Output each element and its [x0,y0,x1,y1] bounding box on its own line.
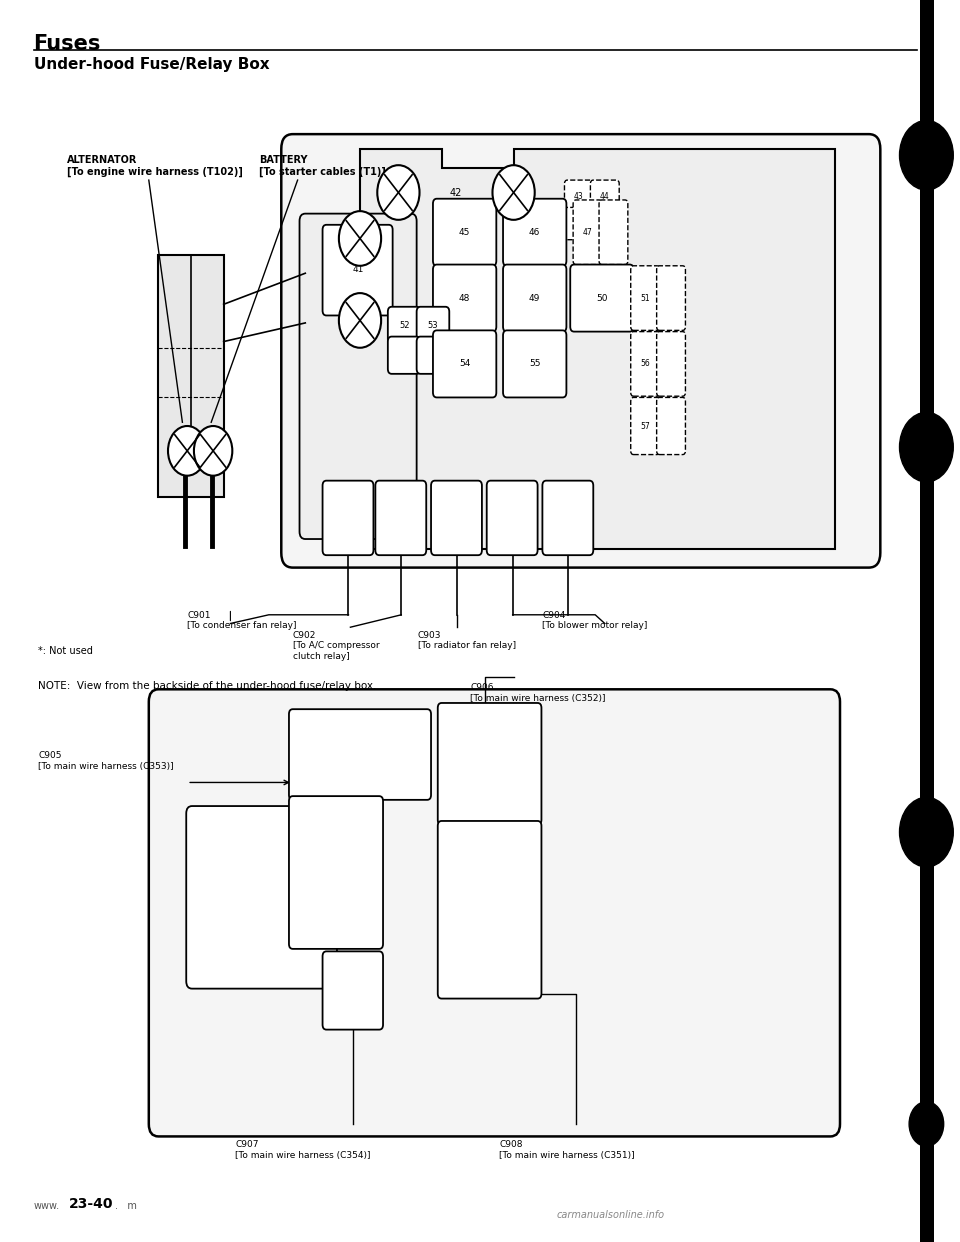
FancyBboxPatch shape [599,200,628,265]
FancyBboxPatch shape [281,134,880,568]
Text: 57: 57 [640,421,650,431]
Circle shape [900,120,953,190]
FancyBboxPatch shape [433,199,496,266]
FancyBboxPatch shape [431,481,482,555]
Circle shape [194,426,232,476]
FancyBboxPatch shape [186,806,337,989]
FancyBboxPatch shape [564,180,593,212]
Text: 55: 55 [529,359,540,369]
FancyBboxPatch shape [657,266,685,330]
FancyBboxPatch shape [570,265,634,332]
Circle shape [492,165,535,220]
Text: C905
[To main wire harness (C353)]: C905 [To main wire harness (C353)] [38,751,174,771]
FancyBboxPatch shape [417,337,449,374]
Text: 23-40: 23-40 [69,1197,113,1211]
FancyBboxPatch shape [375,481,426,555]
Text: NOTE:  View from the backside of the under-hood fuse/relay box.: NOTE: View from the backside of the unde… [38,681,376,691]
Text: 45: 45 [459,227,470,237]
FancyBboxPatch shape [323,225,393,315]
Text: C904
[To blower motor relay]: C904 [To blower motor relay] [542,611,648,631]
Polygon shape [360,149,835,549]
Text: C903
[To radiator fan relay]: C903 [To radiator fan relay] [418,631,516,651]
FancyBboxPatch shape [323,951,383,1030]
FancyBboxPatch shape [323,481,373,555]
Text: www.: www. [34,1201,60,1211]
Bar [158,255,224,497]
FancyBboxPatch shape [438,703,541,825]
Text: 51: 51 [640,293,650,303]
Text: ALTERNATOR
[To engine wire harness (T102)]: ALTERNATOR [To engine wire harness (T102… [67,155,243,178]
Text: 56: 56 [640,359,650,369]
Circle shape [377,165,420,220]
Circle shape [900,797,953,867]
FancyBboxPatch shape [503,265,566,332]
Text: C906
[To main wire harness (C352)]: C906 [To main wire harness (C352)] [470,683,606,703]
Circle shape [168,426,206,476]
FancyBboxPatch shape [433,330,496,397]
FancyBboxPatch shape [503,199,566,266]
Text: 52: 52 [399,320,409,330]
Text: 43: 43 [574,191,584,201]
FancyBboxPatch shape [487,481,538,555]
Text: C902
[To A/C compressor
clutch relay]: C902 [To A/C compressor clutch relay] [293,631,379,661]
FancyBboxPatch shape [388,337,420,374]
Text: .   m: . m [115,1201,137,1211]
Text: 41: 41 [352,265,364,274]
Text: 42: 42 [450,188,462,197]
FancyBboxPatch shape [542,481,593,555]
Text: Fuses: Fuses [34,34,101,53]
Text: C901
[To condenser fan relay]: C901 [To condenser fan relay] [187,611,297,631]
FancyBboxPatch shape [289,796,383,949]
FancyBboxPatch shape [590,207,619,240]
Circle shape [339,293,381,348]
FancyBboxPatch shape [657,332,685,396]
Text: 53: 53 [427,320,439,330]
FancyBboxPatch shape [657,397,685,455]
FancyBboxPatch shape [417,307,449,344]
FancyBboxPatch shape [631,266,660,330]
FancyBboxPatch shape [300,214,417,539]
Text: 49: 49 [529,293,540,303]
Text: carmanualsonline.info: carmanualsonline.info [557,1210,665,1220]
FancyBboxPatch shape [289,709,431,800]
Text: *: Not used: *: Not used [38,646,93,656]
FancyBboxPatch shape [433,265,496,332]
Circle shape [339,211,381,266]
Text: C907
[To main wire harness (C354)]: C907 [To main wire harness (C354)] [235,1140,371,1160]
Text: 50: 50 [596,293,608,303]
Circle shape [909,1102,944,1146]
FancyBboxPatch shape [438,821,541,999]
Text: 54: 54 [459,359,470,369]
FancyBboxPatch shape [388,307,420,344]
FancyBboxPatch shape [503,330,566,397]
Circle shape [900,412,953,482]
FancyBboxPatch shape [564,207,593,240]
Text: 46: 46 [529,227,540,237]
Text: Under-hood Fuse/Relay Box: Under-hood Fuse/Relay Box [34,57,269,72]
Text: BATTERY
[To starter cables (T1)]: BATTERY [To starter cables (T1)] [259,155,386,178]
FancyBboxPatch shape [631,397,660,455]
Text: 44: 44 [600,191,610,201]
FancyBboxPatch shape [631,332,660,396]
FancyBboxPatch shape [590,180,619,212]
FancyBboxPatch shape [573,200,602,265]
Text: 47: 47 [583,227,592,237]
FancyBboxPatch shape [149,689,840,1136]
Text: 48: 48 [459,293,470,303]
Text: C908
[To main wire harness (C351)]: C908 [To main wire harness (C351)] [499,1140,635,1160]
Bar [920,0,934,1242]
